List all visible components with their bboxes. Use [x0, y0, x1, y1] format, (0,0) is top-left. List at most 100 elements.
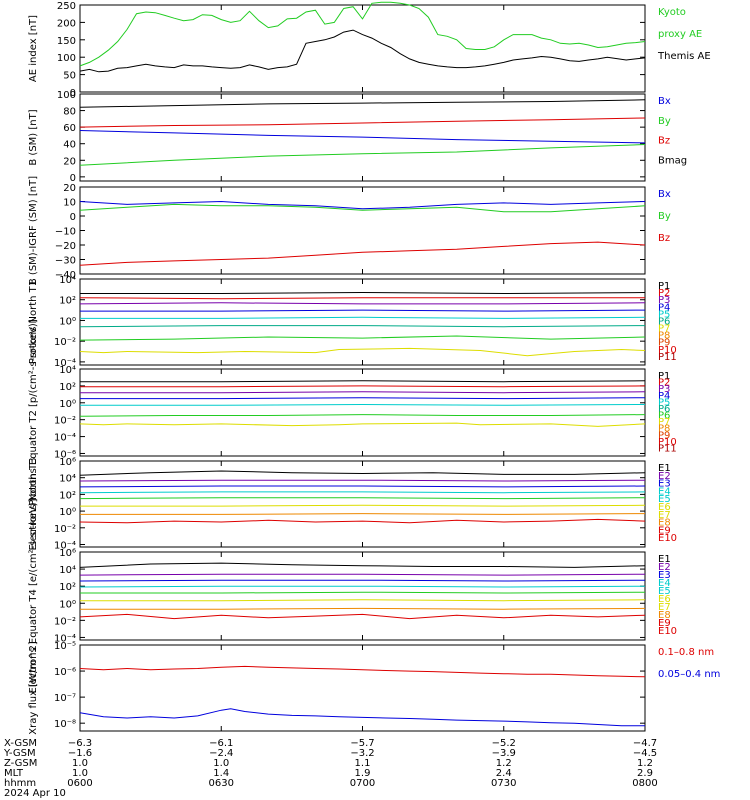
series-line — [79, 144, 646, 166]
axis-row-value: −4.5 — [633, 748, 657, 759]
series-line — [79, 573, 646, 576]
series-line — [79, 130, 646, 144]
y-tick-label: 10² — [59, 382, 76, 393]
axis-row-value: 1.9 — [355, 768, 371, 779]
y-tick-label: −20 — [55, 241, 76, 252]
series-line — [80, 599, 646, 602]
y-tick-label: 0 — [70, 173, 76, 184]
axis-row-value: 0630 — [209, 778, 234, 789]
y-tick-label: 0 — [70, 212, 76, 223]
series-line — [80, 291, 646, 295]
legend-entry: P4 — [658, 302, 670, 313]
series-line — [79, 297, 645, 300]
series-line — [79, 470, 646, 476]
y-tick-label: 80 — [63, 107, 76, 118]
legend-entry: P7 — [658, 324, 670, 335]
axis-row-value: 0800 — [632, 778, 657, 789]
y-tick-label: 10⁰ — [59, 316, 76, 327]
y-tick-label: 10⁻⁶ — [54, 667, 76, 678]
legend-entry: P5 — [658, 309, 670, 320]
legend-entry: E3 — [658, 479, 671, 490]
axis-row-value: −3.9 — [492, 748, 516, 759]
y-tick-label: 40 — [63, 140, 76, 151]
legend-entry: P4 — [658, 391, 670, 402]
legend-entry: P6 — [658, 316, 670, 327]
y-tick-label: 10⁻² — [54, 337, 76, 348]
y-tick-label: 10⁻⁵ — [54, 641, 76, 652]
legend-entry: P9 — [658, 430, 670, 441]
axis-row-value: 1.0 — [213, 758, 229, 769]
legend-entry: 0.05–0.4 nm — [658, 669, 720, 680]
legend-entry: 0.1–0.8 nm — [658, 647, 714, 658]
legend-entry: Bx — [658, 96, 671, 107]
y-tick-label: 10⁻⁴ — [54, 358, 76, 369]
axis-row-value: 0600 — [67, 778, 92, 789]
y-tick-label: 250 — [57, 1, 76, 12]
legend-entry: E2 — [658, 562, 671, 573]
axis-row-value: −5.2 — [492, 738, 516, 749]
axis-row-value: −6.3 — [68, 738, 92, 749]
legend-entry: P1 — [658, 371, 670, 382]
legend-entry: P5 — [658, 397, 670, 408]
legend-entry: proxy AE — [658, 29, 702, 40]
axis-row-name: MLT — [4, 768, 24, 779]
series-line — [79, 29, 646, 73]
axis-row-value: 1.2 — [637, 758, 653, 769]
y-tick-label: 10 — [63, 198, 76, 209]
legend-entry: P10 — [658, 345, 677, 356]
y-axis-label: Protons North T1 — [28, 280, 39, 364]
legend-entry: P10 — [658, 437, 677, 448]
series-line — [79, 1, 646, 67]
legend-entry: P7 — [658, 417, 670, 428]
y-tick-label: 10⁻⁴ — [54, 433, 76, 444]
axis-row-value: 0700 — [350, 778, 375, 789]
legend-entry: Themis AE — [657, 51, 711, 62]
y-tick-label: 0 — [70, 88, 76, 99]
y-tick-label: −30 — [55, 256, 76, 267]
axis-row-value: −4.7 — [633, 738, 657, 749]
y-tick-label: 200 — [57, 18, 76, 29]
axis-row-value: −1.6 — [68, 748, 92, 759]
series-line — [79, 99, 646, 108]
y-tick-label: 60 — [63, 123, 76, 134]
series-line — [79, 708, 645, 727]
y-tick-label: 50 — [63, 71, 76, 82]
series-line — [79, 335, 646, 341]
axis-row-value: 1.4 — [213, 768, 229, 779]
series-line — [79, 325, 646, 328]
y-tick-label: 20 — [63, 183, 76, 194]
series-line — [79, 203, 646, 213]
legend-entry: Kyoto — [658, 7, 686, 18]
legend-entry: P2 — [658, 378, 670, 389]
axis-row-value: −6.1 — [209, 738, 233, 749]
legend-entry: E7 — [658, 602, 671, 613]
series-line — [79, 579, 646, 582]
legend-entry: E8 — [658, 610, 671, 621]
axis-row-value: 1.0 — [72, 758, 88, 769]
y-tick-label: 10⁻² — [54, 616, 76, 627]
series-line — [79, 491, 646, 494]
axis-row-value: 2.4 — [496, 768, 512, 779]
legend-entry: P11 — [658, 352, 677, 363]
y-tick-label: 10⁴ — [59, 275, 76, 286]
series-line — [79, 302, 646, 305]
y-tick-label: −10 — [55, 227, 76, 238]
legend-entry: Bx — [658, 189, 671, 200]
legend-entry: Bmag — [658, 155, 687, 166]
y-tick-label: 10⁶ — [59, 457, 76, 468]
legend-entry: By — [658, 116, 671, 127]
axis-row-value: −5.7 — [350, 738, 374, 749]
legend-entry: E2 — [658, 471, 671, 482]
series-line — [80, 607, 646, 610]
legend-entry: E6 — [658, 502, 671, 513]
y-tick-label: 10⁻⁷ — [54, 693, 76, 704]
axis-row-name: hhmm — [4, 778, 36, 789]
series-line — [79, 485, 646, 488]
legend-entry: E4 — [658, 578, 671, 589]
axis-row-name: Y-GSM — [3, 748, 36, 759]
y-tick-label: 10² — [59, 296, 76, 307]
y-tick-label: 10⁴ — [59, 565, 76, 576]
series-line — [79, 562, 646, 568]
legend-entry: By — [658, 211, 671, 222]
